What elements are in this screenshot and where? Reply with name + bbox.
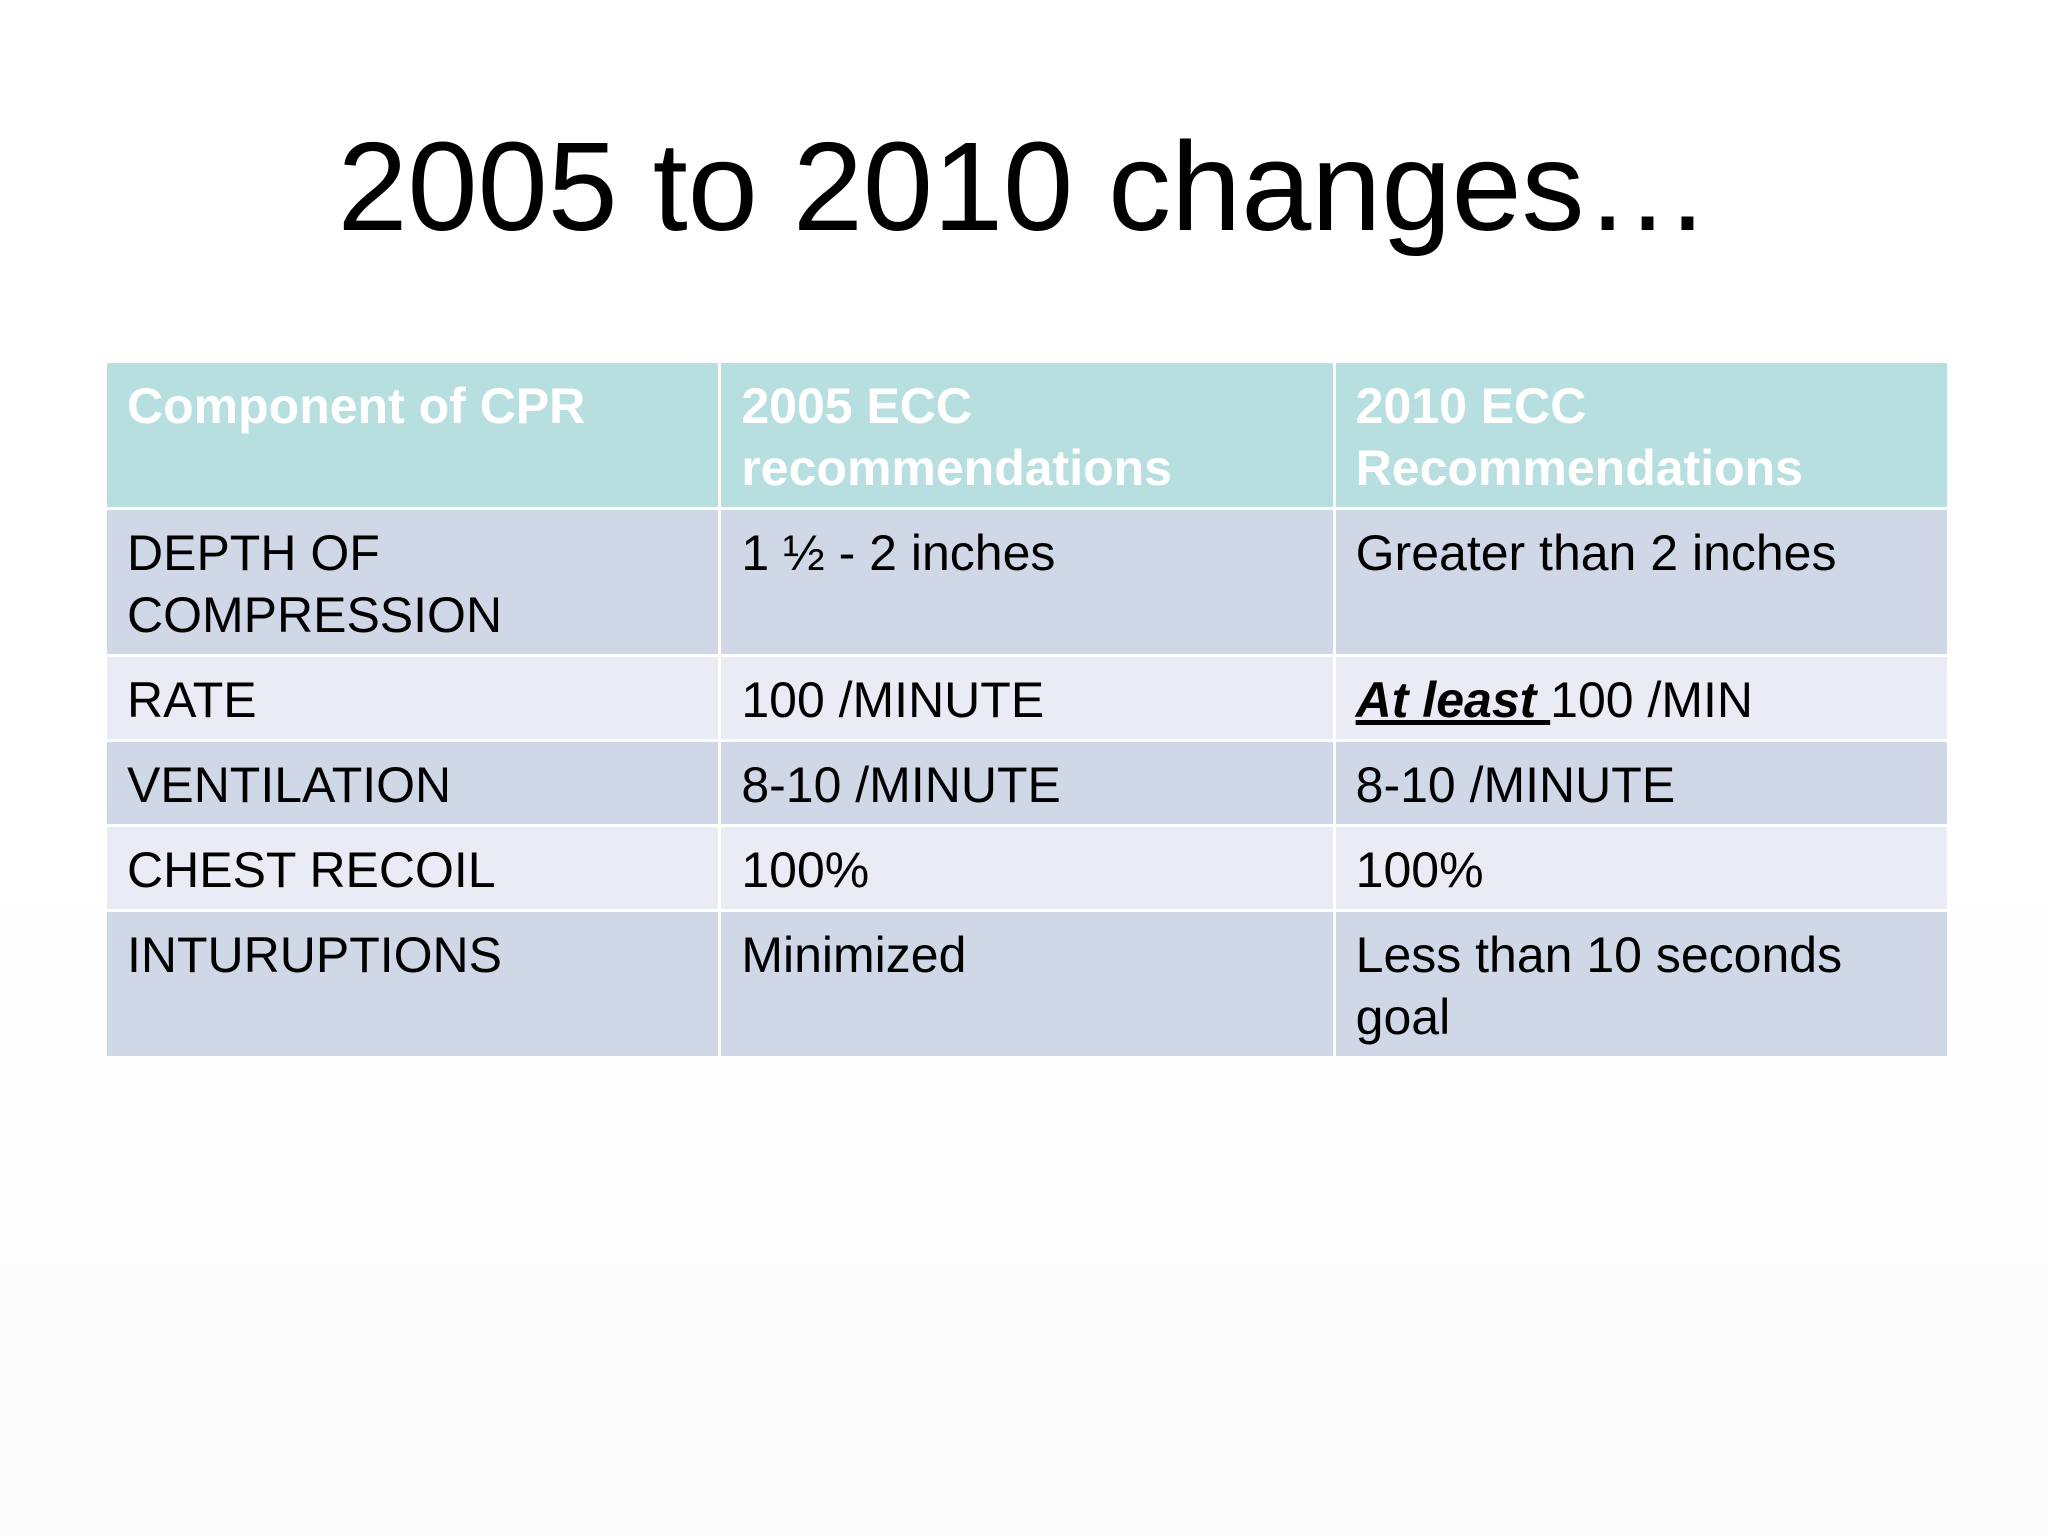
cell-2010: At least 100 /MIN — [1332, 654, 1951, 742]
header-row: Component of CPR 2005 ECC recommendation… — [103, 360, 1951, 510]
cell-2010: Greater than 2 inches — [1332, 507, 1951, 657]
table-header: Component of CPR 2005 ECC recommendation… — [103, 360, 1951, 510]
cell-2010: Less than 10 seconds goal — [1332, 909, 1951, 1059]
table-row: DEPTH OF COMPRESSION 1 ½ - 2 inches Grea… — [103, 507, 1951, 657]
cell-component: INTURUPTIONS — [103, 909, 722, 1059]
cell-component: VENTILATION — [103, 739, 722, 827]
header-2010: 2010 ECC Recommendations — [1332, 360, 1951, 510]
cell-2005: 1 ½ - 2 inches — [718, 507, 1336, 657]
cell-2010: 100% — [1332, 824, 1951, 912]
table-row: VENTILATION 8-10 /MINUTE 8-10 /MINUTE — [103, 739, 1951, 827]
slide-title: 2005 to 2010 changes… — [337, 116, 1711, 257]
cell-2005: 100% — [718, 824, 1336, 912]
cell-2010-rest: 100 /MIN — [1550, 672, 1754, 728]
cell-2005: 100 /MINUTE — [718, 654, 1336, 742]
cell-2005: Minimized — [718, 909, 1336, 1059]
cell-component: RATE — [103, 654, 722, 742]
cell-2005: 8-10 /MINUTE — [718, 739, 1336, 827]
table-body: DEPTH OF COMPRESSION 1 ½ - 2 inches Grea… — [103, 507, 1951, 1059]
header-2005: 2005 ECC recommendations — [718, 360, 1336, 510]
table-row: CHEST RECOIL 100% 100% — [103, 824, 1951, 912]
cell-2010: 8-10 /MINUTE — [1332, 739, 1951, 827]
header-component: Component of CPR — [103, 360, 722, 510]
cell-component: DEPTH OF COMPRESSION — [103, 507, 722, 657]
comparison-table-container: Component of CPR 2005 ECC recommendation… — [103, 360, 1951, 1059]
cell-component: CHEST RECOIL — [103, 824, 722, 912]
table-row: RATE 100 /MINUTE At least 100 /MIN — [103, 654, 1951, 742]
cpr-comparison-table: Component of CPR 2005 ECC recommendation… — [103, 360, 1951, 1059]
emphasis-text: At least — [1355, 672, 1551, 728]
table-row: INTURUPTIONS Minimized Less than 10 seco… — [103, 909, 1951, 1059]
